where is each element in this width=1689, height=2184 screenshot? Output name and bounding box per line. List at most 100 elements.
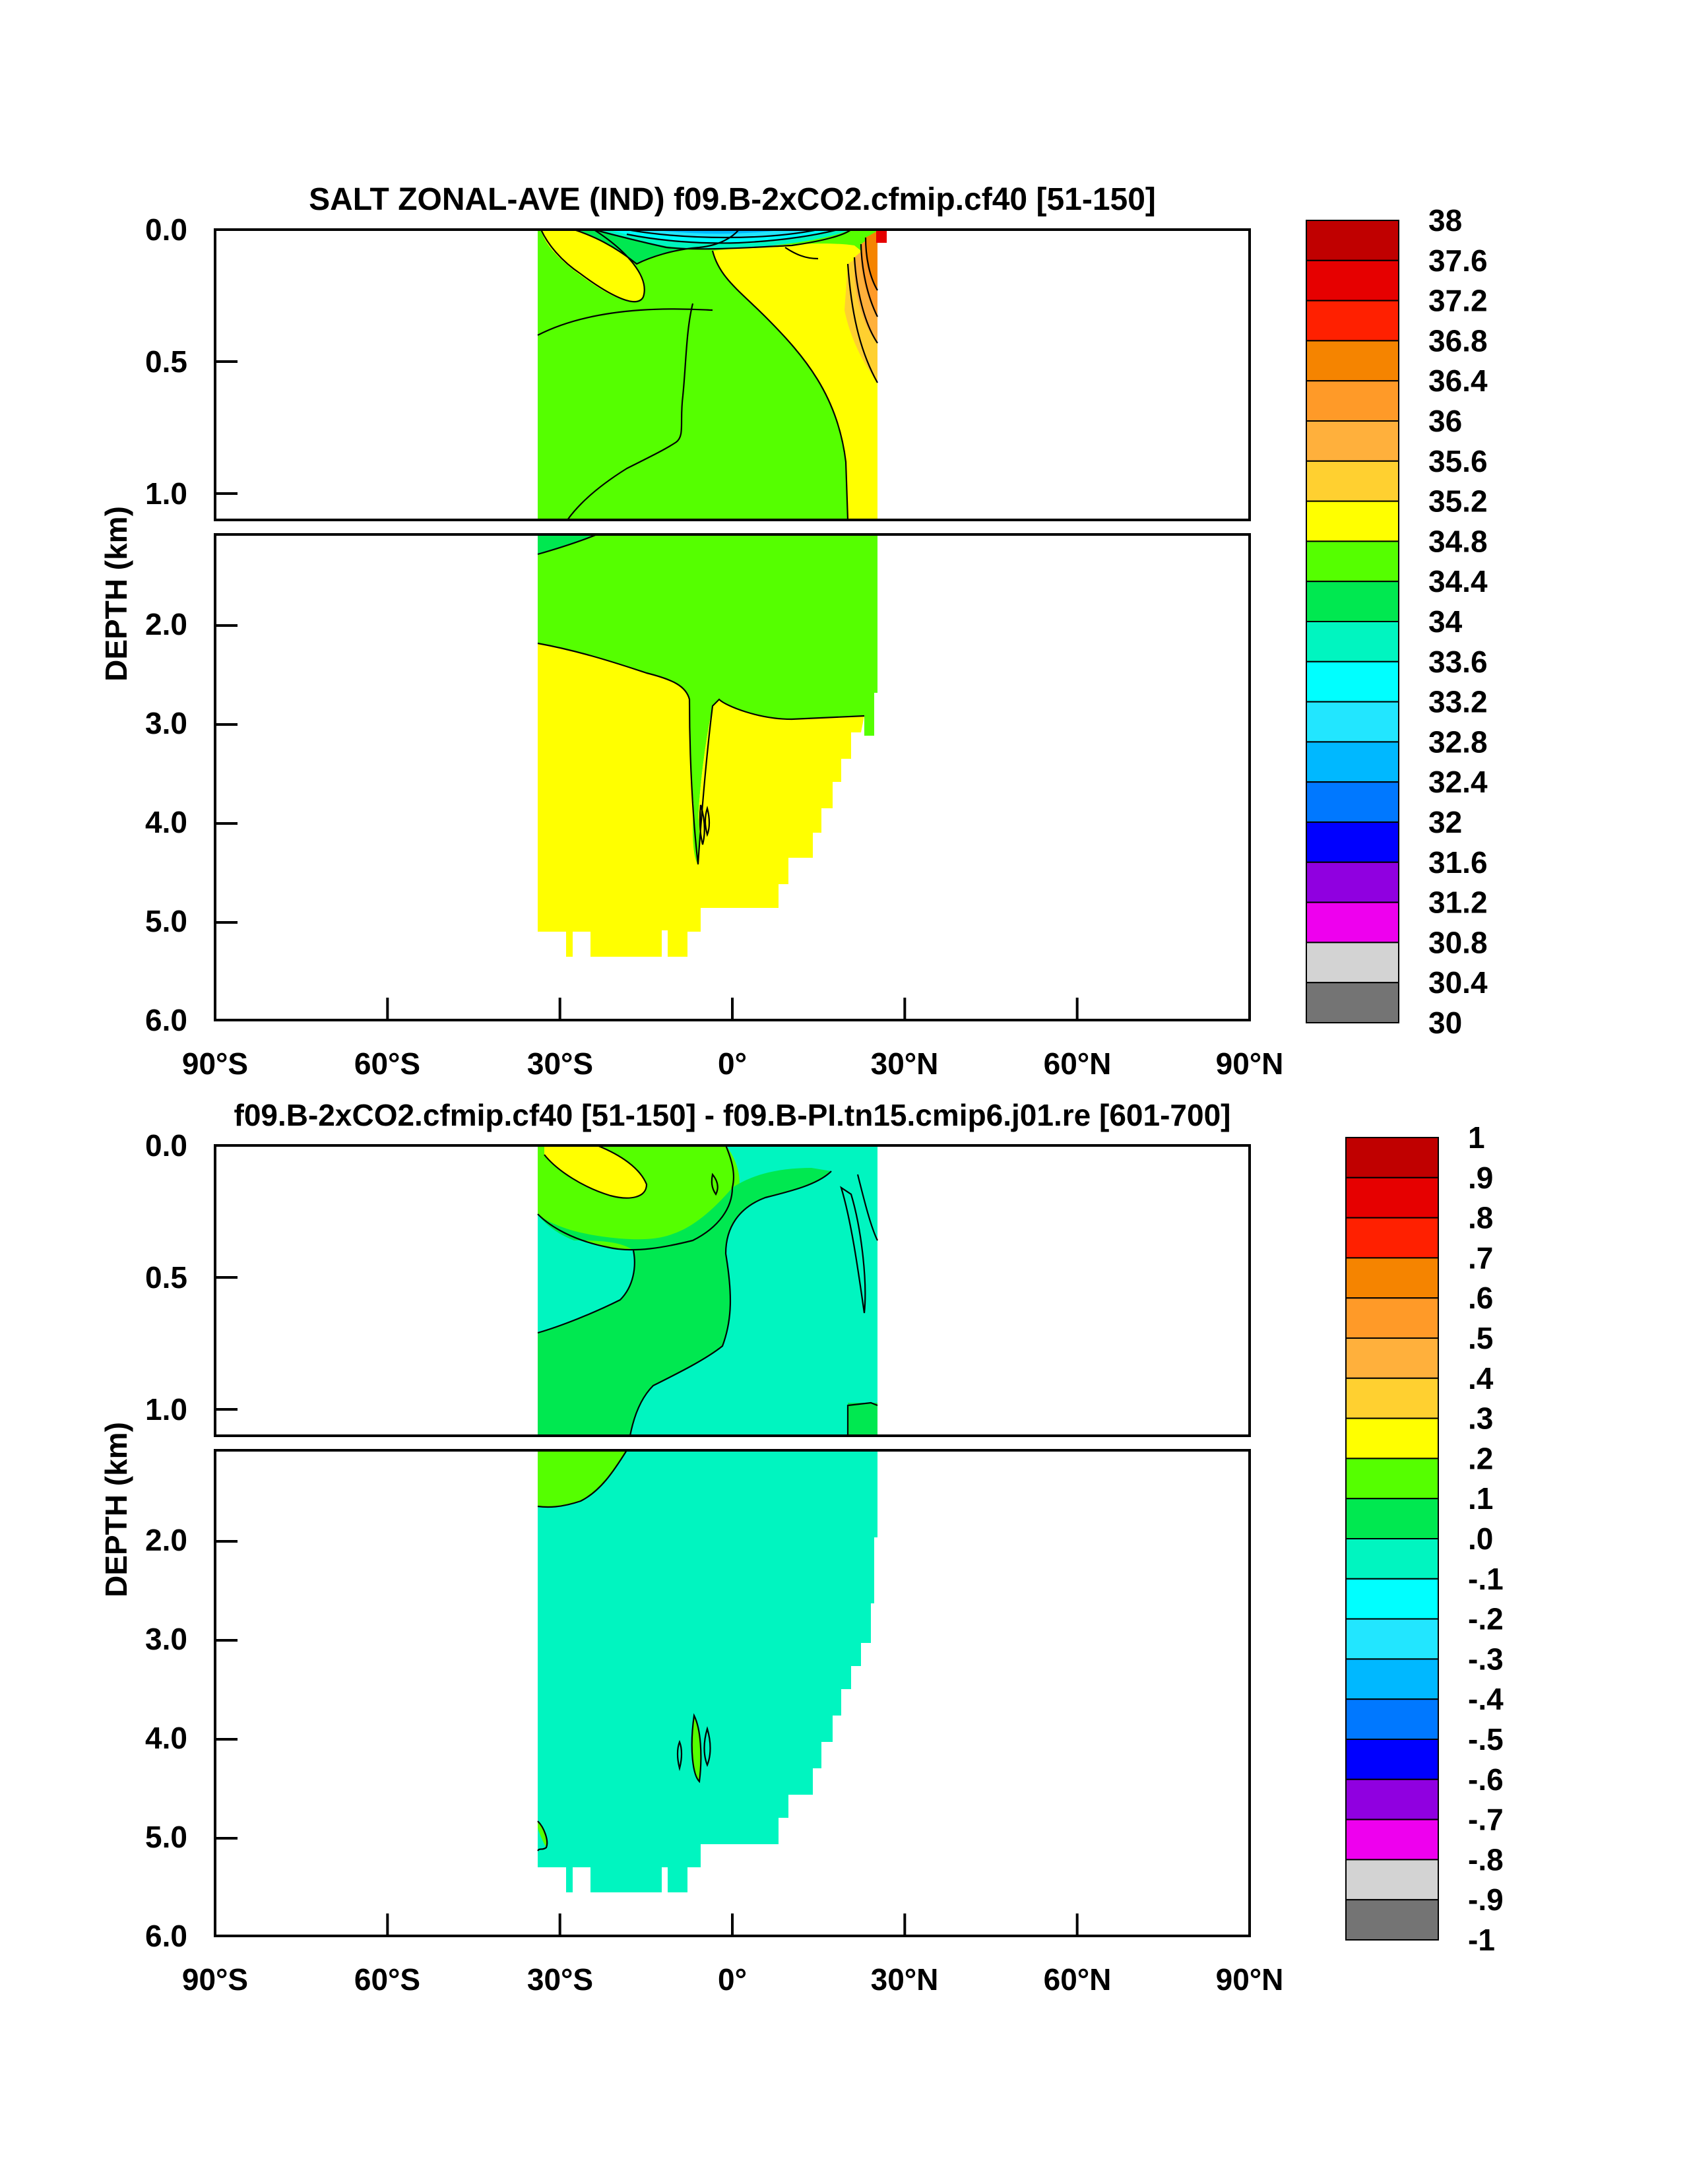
contour-line	[537, 642, 865, 865]
colorbar-label: 32.4	[1428, 765, 1488, 799]
colorbar-label: 36	[1428, 404, 1462, 438]
colorbar-label: 35.6	[1428, 444, 1488, 478]
region-0.0-0.1-deep	[538, 1450, 627, 1508]
x-tick-label: 60°S	[354, 1046, 420, 1081]
y-tick-label: 0.0	[145, 212, 187, 247]
colorbar-label: .2	[1468, 1441, 1493, 1475]
colorbar-label: .4	[1468, 1361, 1494, 1396]
colorbar-swatch	[1345, 1739, 1439, 1780]
colorbar-label: .8	[1468, 1201, 1493, 1235]
contour-line	[626, 230, 839, 244]
colorbar-swatch	[1306, 220, 1399, 261]
contour-line	[537, 1145, 735, 1251]
upper-plot-area	[537, 230, 887, 520]
colorbar-swatch	[1306, 901, 1399, 944]
contour-line	[573, 230, 740, 265]
colorbar-label: .1	[1468, 1481, 1493, 1516]
panel-difference: f09.B-2xCO2.cfmip.cf40 [51-150] - f09.B-…	[99, 1098, 1504, 1997]
colorbar-swatch	[1345, 1818, 1439, 1861]
colorbar-swatch	[1306, 821, 1399, 863]
contour-line	[537, 1250, 635, 1334]
colorbar-label: 33.2	[1428, 685, 1488, 719]
colorbar-label: 37.6	[1428, 243, 1488, 278]
colorbar-swatch	[1306, 982, 1399, 1023]
contour-line	[853, 257, 878, 344]
region-34.8	[713, 243, 877, 520]
colorbar-swatch	[1345, 1778, 1439, 1820]
colorbar-swatch	[1345, 1498, 1439, 1539]
y-tick-label: 0.0	[145, 1128, 187, 1163]
colorbar-swatch	[1345, 1217, 1439, 1259]
colorbar-swatch	[1306, 300, 1399, 342]
colorbar-swatch	[1306, 660, 1399, 703]
ticks	[215, 360, 1079, 1020]
colorbar-swatch	[1345, 1417, 1439, 1460]
colorbar-swatch	[1306, 460, 1399, 502]
chart-title: SALT ZONAL-AVE (IND) f09.B-2xCO2.cfmip.c…	[309, 182, 1156, 217]
x-tick-label: 60°N	[1044, 1046, 1112, 1081]
lower-plot-area	[537, 1450, 877, 1892]
colorbar-label: -.6	[1468, 1762, 1504, 1797]
colorbar-swatch	[1345, 1618, 1439, 1660]
x-tick-label: 90°N	[1216, 1046, 1284, 1081]
contour-line	[537, 308, 713, 336]
upper-frame	[214, 1144, 1251, 1437]
y-tick-label: 6.0	[145, 1003, 187, 1037]
colorbar-swatch	[1306, 741, 1399, 783]
x-tick-label: 0°	[718, 1962, 747, 1997]
upper-plot-area	[537, 1145, 878, 1436]
colorbar-swatch	[1306, 942, 1399, 984]
colorbar-swatch	[1345, 1698, 1439, 1740]
region-minus0.1-0.0-deep	[538, 1450, 877, 1892]
colorbar-swatch	[1345, 1899, 1439, 1941]
colorbar-label: 36.8	[1428, 323, 1488, 358]
colorbar-label: 36.4	[1428, 364, 1488, 398]
contour-line	[856, 1174, 878, 1241]
y-axis-label: DEPTH (km)	[99, 506, 133, 682]
colorbar-label: -.7	[1468, 1803, 1504, 1837]
colorbar-swatch	[1345, 1859, 1439, 1901]
x-tick-label: 90°S	[182, 1962, 248, 1997]
colorbar-swatch	[1306, 701, 1399, 743]
colorbar-swatch	[1345, 1137, 1439, 1178]
contour-line	[711, 1172, 718, 1196]
contour-line	[840, 1186, 866, 1314]
colorbar-label: -.3	[1468, 1642, 1504, 1676]
colorbar-label: 33.6	[1428, 645, 1488, 679]
colorbar-label: 30	[1428, 1006, 1462, 1040]
contour-line	[711, 250, 849, 520]
colorbar-label: .5	[1468, 1321, 1493, 1355]
colorbar-swatch	[1306, 259, 1399, 302]
region-34.8-west	[541, 230, 645, 302]
colorbar-swatch	[1345, 1458, 1439, 1500]
y-tick-label: 2.0	[145, 1523, 187, 1557]
colorbar-swatch	[1345, 1578, 1439, 1620]
colorbar-label: 35.2	[1428, 484, 1488, 519]
colorbar-label: .6	[1468, 1281, 1493, 1315]
colorbar-label: 34.8	[1428, 524, 1488, 558]
contour-line	[567, 303, 694, 520]
contour-line	[540, 230, 645, 303]
x-tick-label: 0°	[718, 1046, 747, 1081]
x-tick-label: 90°N	[1216, 1962, 1284, 1997]
y-tick-label: 2.0	[145, 607, 187, 641]
y-tick-label: 1.0	[145, 476, 187, 511]
colorbar-label: -.4	[1468, 1682, 1504, 1716]
colorbar-label: -.2	[1468, 1602, 1504, 1636]
colorbar-label: 34	[1428, 604, 1463, 639]
colorbar-label: .0	[1468, 1522, 1493, 1556]
y-tick-label: 3.0	[145, 706, 187, 740]
region-0.0-0.1-south	[538, 1821, 548, 1847]
colorbar-label: 32	[1428, 805, 1462, 839]
x-tick-label: 60°N	[1044, 1962, 1112, 1997]
y-tick-label: 5.0	[145, 904, 187, 938]
colorbar-swatch	[1345, 1297, 1439, 1339]
contour-line	[704, 806, 711, 837]
colorbar-swatch	[1306, 340, 1399, 382]
contour-line	[629, 1253, 732, 1436]
chart-title: f09.B-2xCO2.cfmip.cf40 [51-150] - f09.B-…	[234, 1098, 1231, 1132]
region-34.4-deep	[538, 534, 877, 825]
region-34.4-lens	[693, 798, 699, 864]
contour-line	[784, 247, 819, 260]
